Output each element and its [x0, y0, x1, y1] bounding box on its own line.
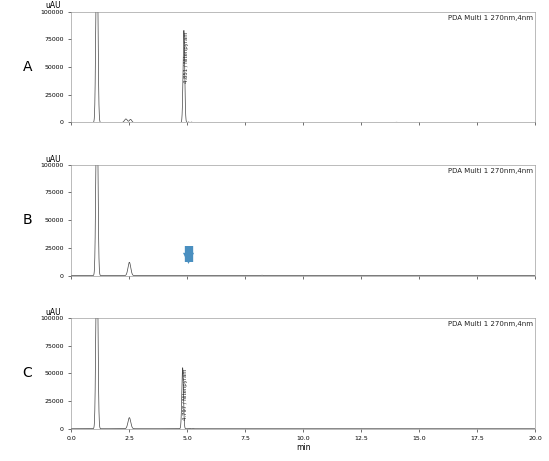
Text: uAU: uAU: [46, 154, 61, 164]
Text: B: B: [23, 213, 32, 227]
Text: PDA Multi 1 270nm,4nm: PDA Multi 1 270nm,4nm: [448, 321, 533, 327]
Text: uAU: uAU: [46, 307, 61, 317]
X-axis label: min: min: [296, 443, 311, 452]
Text: PDA Multi 1 270nm,4nm: PDA Multi 1 270nm,4nm: [448, 15, 533, 21]
Text: uAU: uAU: [46, 1, 61, 11]
Text: 4.797 / Nitenpyram: 4.797 / Nitenpyram: [183, 369, 188, 420]
Text: 4.851 / Nitenpyram: 4.851 / Nitenpyram: [184, 31, 189, 83]
Text: C: C: [23, 366, 32, 380]
Text: PDA Multi 1 270nm,4nm: PDA Multi 1 270nm,4nm: [448, 168, 533, 174]
Text: A: A: [23, 60, 32, 74]
